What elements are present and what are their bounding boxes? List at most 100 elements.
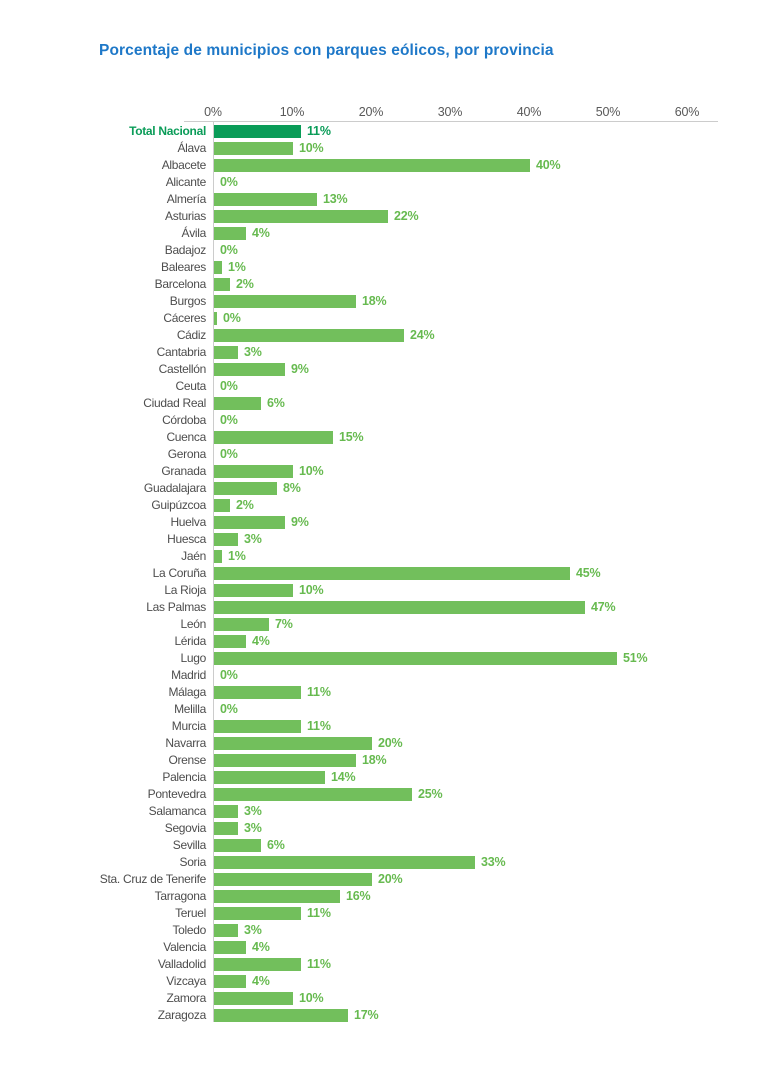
category-label: Álava [177, 141, 206, 155]
bar[interactable] [214, 958, 301, 971]
value-label: 51% [623, 651, 648, 665]
x-axis-tick-label: 20% [358, 105, 384, 119]
category-label: Badajoz [164, 243, 207, 257]
bar[interactable] [214, 516, 285, 529]
value-label: 25% [418, 787, 443, 801]
bar[interactable] [214, 992, 293, 1005]
value-label: 47% [591, 600, 616, 614]
category-label: Murcia [171, 719, 207, 733]
value-label: 0% [220, 379, 238, 393]
value-label: 1% [228, 549, 246, 563]
category-label: Baleares [161, 260, 206, 274]
value-label: 3% [244, 804, 262, 818]
category-label: Córdoba [162, 413, 206, 427]
category-label: Pontevedra [147, 787, 207, 801]
bar[interactable] [214, 210, 388, 223]
category-label: Orense [168, 753, 206, 767]
bar[interactable] [214, 737, 372, 750]
category-label: Burgos [169, 294, 207, 308]
bar[interactable] [214, 771, 325, 784]
bar[interactable] [214, 839, 261, 852]
value-label: 10% [299, 991, 324, 1005]
bar[interactable] [214, 856, 475, 869]
value-label: 4% [252, 226, 270, 240]
bar[interactable] [214, 1009, 348, 1022]
bar[interactable] [214, 686, 301, 699]
category-label: Soria [179, 855, 206, 869]
value-label: 0% [220, 243, 238, 257]
bar[interactable] [214, 397, 261, 410]
bar[interactable] [214, 329, 404, 342]
x-axis-tick-label: 40% [516, 105, 542, 119]
x-axis-tick-label: 30% [437, 105, 463, 119]
bar[interactable] [214, 601, 585, 614]
bar[interactable] [214, 193, 317, 206]
bar[interactable] [214, 142, 293, 155]
bar[interactable] [214, 788, 412, 801]
category-label: Sevilla [172, 838, 207, 852]
bar[interactable] [214, 465, 293, 478]
category-label: Valladolid [157, 957, 206, 971]
category-label: Granada [161, 464, 206, 478]
value-label: 6% [267, 396, 285, 410]
category-label: Jaén [181, 549, 206, 563]
category-label: Lugo [180, 651, 207, 665]
category-label: Palencia [162, 770, 206, 784]
bar[interactable] [214, 567, 570, 580]
bar[interactable] [214, 805, 238, 818]
value-label: 18% [362, 753, 387, 767]
bar[interactable] [214, 295, 356, 308]
category-label: Zaragoza [157, 1008, 207, 1022]
bar[interactable] [214, 975, 246, 988]
bar[interactable] [214, 720, 301, 733]
category-label: Madrid [171, 668, 206, 682]
value-label: 33% [481, 855, 506, 869]
category-label: Cáceres [163, 311, 206, 325]
category-label: Albacete [161, 158, 207, 172]
value-label: 11% [307, 719, 331, 733]
category-label: La Coruña [152, 566, 207, 580]
category-label: La Rioja [164, 583, 206, 597]
bar[interactable] [214, 924, 238, 937]
value-label: 3% [244, 532, 262, 546]
bar[interactable] [214, 227, 246, 240]
bar[interactable] [214, 941, 246, 954]
x-axis-line [184, 121, 718, 122]
bar[interactable] [214, 261, 222, 274]
bar[interactable] [214, 822, 238, 835]
zero-baseline [213, 121, 214, 1022]
bar[interactable] [214, 363, 285, 376]
bar[interactable] [214, 754, 356, 767]
value-label: 0% [220, 413, 238, 427]
value-label: 0% [220, 702, 238, 716]
bar[interactable] [214, 890, 340, 903]
bar[interactable] [214, 550, 222, 563]
bar[interactable] [214, 499, 230, 512]
bar[interactable] [214, 618, 269, 631]
value-label: 3% [244, 345, 262, 359]
category-label: Cantabria [156, 345, 207, 359]
bar[interactable] [214, 652, 617, 665]
category-label: Total Nacional [129, 124, 206, 138]
bar[interactable] [214, 159, 530, 172]
category-label: Salamanca [148, 804, 207, 818]
bar[interactable] [214, 584, 293, 597]
category-label: Ciudad Real [143, 396, 206, 410]
bar[interactable] [214, 346, 238, 359]
bar[interactable] [214, 635, 246, 648]
value-label: 13% [323, 192, 348, 206]
bar[interactable] [214, 312, 217, 325]
bar[interactable] [214, 533, 238, 546]
value-label: 45% [576, 566, 601, 580]
bar[interactable] [214, 125, 301, 138]
bar[interactable] [214, 482, 277, 495]
category-label: León [180, 617, 207, 631]
bar[interactable] [214, 431, 333, 444]
bar[interactable] [214, 907, 301, 920]
bar[interactable] [214, 278, 230, 291]
category-label: Lérida [174, 634, 206, 648]
category-label: Sta. Cruz de Tenerife [99, 872, 207, 886]
bar[interactable] [214, 873, 372, 886]
value-label: 9% [291, 515, 309, 529]
